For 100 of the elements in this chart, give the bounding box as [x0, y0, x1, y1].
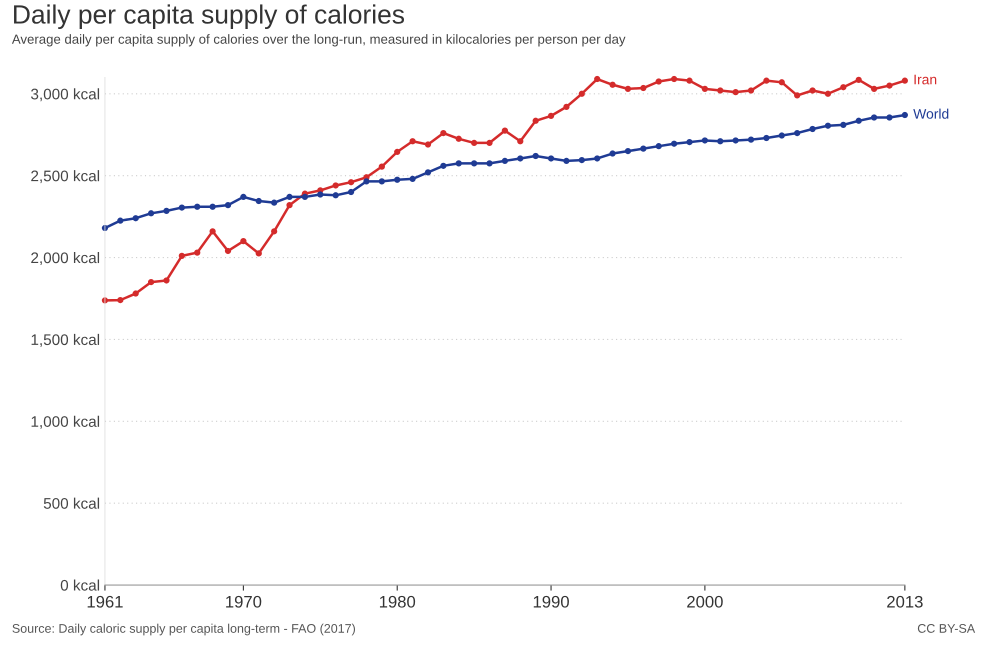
- point: [194, 204, 200, 210]
- point: [286, 194, 293, 200]
- point: [778, 79, 785, 86]
- point: [824, 122, 832, 129]
- point: [856, 118, 862, 124]
- point: [824, 90, 832, 97]
- point: [686, 78, 693, 84]
- y-tick-label: 2,000 kcal: [31, 252, 100, 266]
- point: [578, 156, 585, 164]
- y-tick-label: 2,500 kcal: [31, 170, 100, 184]
- point: [778, 132, 785, 139]
- point: [194, 249, 200, 256]
- point: [332, 192, 339, 198]
- point: [656, 78, 662, 85]
- point: [640, 146, 646, 152]
- point: [902, 78, 908, 84]
- y-tick-label: 0 kcal: [60, 579, 100, 591]
- point: [517, 155, 524, 162]
- point: [363, 178, 370, 185]
- point: [440, 130, 446, 136]
- point: [548, 155, 554, 162]
- chart-title: Daily per capita supply of calories: [14, 4, 404, 30]
- x-tick-label: 1970: [226, 596, 262, 608]
- point: [440, 162, 446, 169]
- point: [748, 136, 754, 143]
- point: [394, 176, 400, 183]
- point: [271, 228, 278, 234]
- point: [594, 76, 600, 82]
- point: [471, 160, 478, 166]
- point: [271, 200, 278, 206]
- point: [840, 84, 846, 90]
- chart-subtitle: Average daily per capita supply of calories over the long-run, measured in kilocalories per person per day: [12, 34, 626, 46]
- point: [624, 86, 632, 92]
- point: [117, 218, 124, 224]
- point: [409, 138, 416, 144]
- point: [424, 141, 432, 148]
- series-label: World: [913, 108, 948, 119]
- point: [656, 143, 662, 150]
- point: [763, 78, 770, 84]
- point: [178, 252, 185, 260]
- point: [317, 191, 324, 198]
- x-tick-label: 1961: [88, 596, 123, 608]
- point: [132, 290, 139, 297]
- point: [686, 138, 693, 146]
- point: [486, 160, 493, 166]
- point: [640, 84, 646, 92]
- x-tick-label: 1990: [534, 596, 569, 608]
- y-tick-label: 1,500 kcal: [32, 334, 100, 347]
- point: [548, 112, 554, 120]
- point: [702, 86, 708, 92]
- x-tick-label: 2000: [687, 596, 723, 608]
- point: [870, 86, 878, 92]
- point: [732, 89, 739, 96]
- point: [409, 176, 416, 182]
- point: [670, 140, 678, 147]
- point: [609, 150, 616, 157]
- point: [886, 114, 893, 121]
- point: [702, 137, 708, 144]
- series-label: Iran: [914, 74, 936, 84]
- point: [870, 114, 878, 121]
- point: [624, 148, 632, 154]
- point: [224, 202, 232, 208]
- point: [209, 204, 216, 210]
- point: [378, 164, 385, 170]
- point: [794, 92, 800, 99]
- point: [348, 179, 354, 186]
- source-note: Source: Daily caloric supply per capita long-term - FAO (2017): [12, 624, 355, 636]
- y-tick-label: 1,000 kcal: [32, 416, 100, 429]
- point: [286, 202, 293, 208]
- point: [886, 82, 893, 89]
- point: [302, 194, 308, 200]
- x-tick-label: 2013: [887, 596, 923, 608]
- point: [763, 134, 770, 142]
- point: [348, 188, 354, 196]
- point: [456, 160, 462, 166]
- point: [471, 140, 478, 146]
- point: [594, 155, 600, 162]
- point: [578, 90, 585, 97]
- point: [332, 182, 339, 189]
- point: [224, 248, 232, 254]
- point: [163, 208, 170, 214]
- point: [502, 127, 508, 134]
- point: [378, 178, 385, 185]
- point: [256, 250, 262, 257]
- point: [717, 138, 724, 144]
- point: [132, 215, 139, 222]
- y-tick-label: 500 kcal: [44, 498, 100, 509]
- point: [532, 118, 539, 124]
- point: [178, 204, 185, 211]
- point: [394, 148, 400, 156]
- point: [148, 210, 154, 216]
- point: [717, 87, 724, 94]
- point: [840, 122, 846, 128]
- point: [609, 82, 616, 88]
- point: [563, 104, 570, 110]
- point: [809, 87, 816, 94]
- point: [732, 137, 739, 144]
- point: [670, 76, 678, 82]
- point: [517, 138, 524, 144]
- point: [256, 198, 262, 204]
